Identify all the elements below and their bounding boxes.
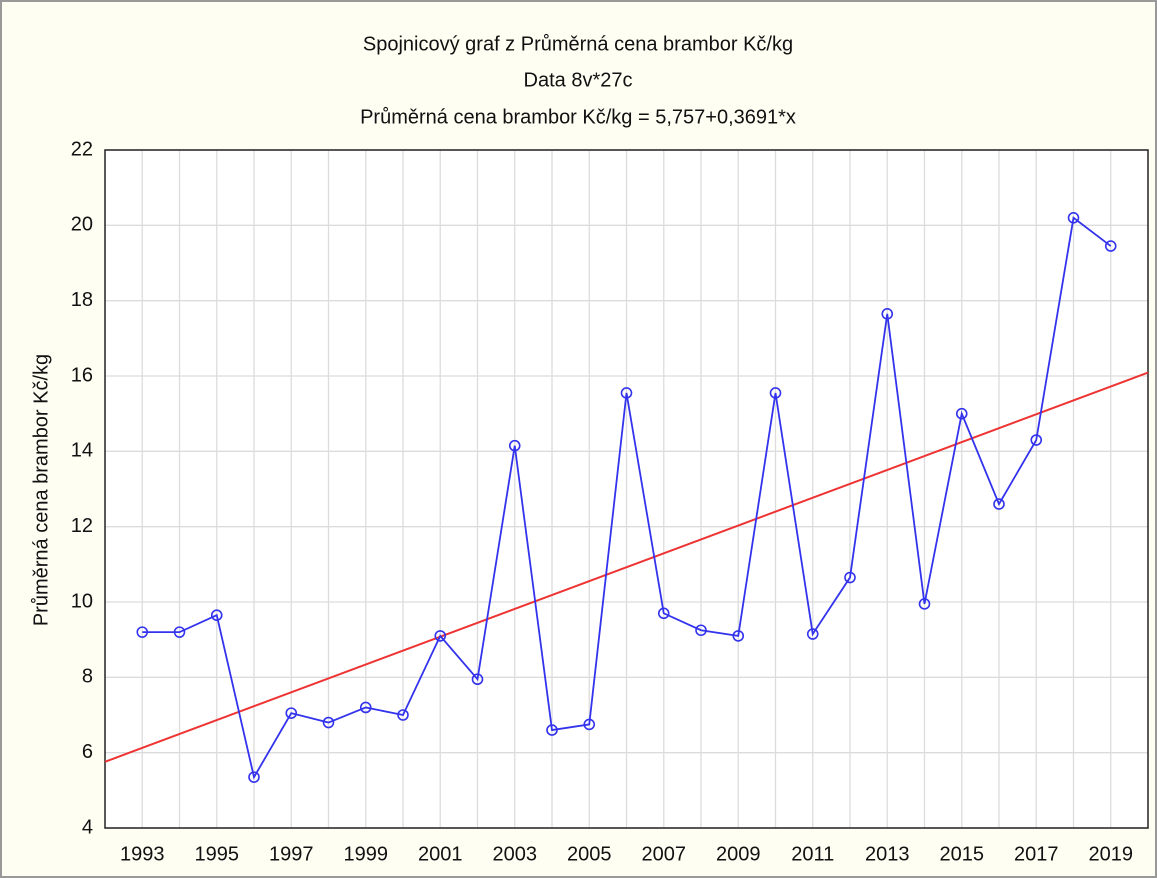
data-point — [881, 308, 894, 320]
x-tick-label: 2003 — [493, 843, 538, 865]
data-point — [136, 626, 149, 638]
data-point — [1030, 434, 1043, 446]
x-tick-label: 2013 — [865, 843, 910, 865]
x-tick-label: 2001 — [418, 843, 463, 865]
x-tick-label: 2019 — [1089, 843, 1134, 865]
y-tick-label: 6 — [82, 741, 93, 763]
data-point — [322, 716, 335, 729]
data-point — [620, 387, 633, 399]
data-point — [173, 626, 186, 638]
data-point — [1104, 240, 1117, 252]
data-point — [248, 771, 260, 783]
chart-title: Spojnicový graf z Průměrná cena brambor … — [363, 33, 793, 55]
plot-border — [104, 149, 1149, 829]
data-point — [546, 724, 558, 736]
x-tick-label: 1993 — [120, 843, 165, 865]
x-tick-label: 2015 — [940, 843, 985, 865]
data-point — [806, 628, 819, 640]
data-point — [508, 439, 521, 452]
data-point — [285, 707, 298, 719]
data-point — [210, 609, 223, 621]
data-point — [769, 387, 782, 399]
y-tick-label: 22 — [71, 138, 93, 160]
y-tick-label: 16 — [71, 364, 93, 386]
x-tick-label: 2017 — [1014, 843, 1059, 865]
data-point — [993, 498, 1005, 510]
y-tick-label: 10 — [71, 590, 93, 612]
x-tick-label: 1999 — [344, 843, 389, 865]
x-tick-label: 2005 — [567, 843, 612, 865]
data-point — [918, 598, 931, 610]
data-point — [1067, 212, 1080, 224]
y-axis-label: Průměrná cena brambor Kč/kg — [30, 354, 52, 626]
data-point — [471, 673, 484, 686]
x-tick-label: 1995 — [195, 843, 240, 865]
chart-subtitle: Data 8v*27c — [524, 69, 633, 91]
data-point — [583, 718, 596, 731]
data-point — [434, 630, 447, 642]
x-tick-label: 1997 — [269, 843, 314, 865]
data-point — [657, 607, 670, 620]
y-tick-label: 18 — [71, 289, 93, 311]
data-point — [397, 709, 409, 721]
trend-line — [104, 371, 1149, 763]
x-tick-label: 2009 — [716, 843, 761, 865]
data-point — [844, 571, 856, 584]
y-tick-label: 8 — [82, 666, 93, 688]
data-point — [955, 407, 968, 420]
y-tick-label: 4 — [82, 816, 93, 838]
y-tick-label: 14 — [71, 440, 93, 462]
data-line — [142, 216, 1112, 780]
data-point — [732, 630, 745, 642]
equation: Průměrná cena brambor Kč/kg = 5,757+0,36… — [360, 106, 796, 128]
x-tick-label: 2011 — [791, 843, 834, 865]
data-point — [695, 624, 707, 637]
data-point — [359, 701, 372, 714]
y-tick-label: 20 — [71, 214, 93, 236]
x-tick-label: 2007 — [642, 843, 687, 865]
y-tick-label: 12 — [71, 515, 93, 537]
